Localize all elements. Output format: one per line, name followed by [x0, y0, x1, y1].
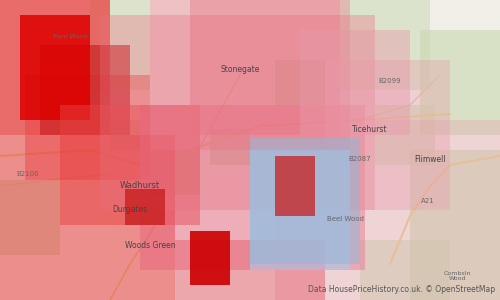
Bar: [175, 240, 325, 300]
Bar: [190, 0, 340, 135]
Text: Stonegate: Stonegate: [220, 64, 260, 74]
Bar: [140, 105, 365, 270]
Text: Data HousePriceHistory.co.uk. © OpenStreetMap: Data HousePriceHistory.co.uk. © OpenStre…: [308, 285, 495, 294]
Bar: [150, 0, 350, 150]
Text: Barn Wood: Barn Wood: [53, 34, 87, 38]
Text: B2099: B2099: [378, 78, 402, 84]
Bar: [360, 240, 450, 300]
Bar: [375, 105, 435, 165]
Bar: [110, 120, 140, 150]
Bar: [100, 15, 375, 210]
Bar: [0, 0, 110, 135]
Text: Durgates: Durgates: [112, 206, 148, 214]
Bar: [25, 75, 150, 180]
Bar: [190, 231, 230, 285]
Bar: [0, 180, 60, 255]
Text: A21: A21: [420, 198, 434, 204]
Text: Beel Wood: Beel Wood: [326, 216, 364, 222]
Bar: [275, 156, 315, 216]
Bar: [325, 60, 450, 210]
Bar: [340, 0, 430, 90]
Bar: [275, 60, 325, 105]
Text: Ticehurst: Ticehurst: [352, 124, 388, 134]
Bar: [210, 129, 250, 165]
Bar: [20, 15, 90, 120]
Bar: [420, 30, 500, 135]
Bar: [0, 135, 175, 300]
Text: B2100: B2100: [16, 171, 39, 177]
Bar: [275, 120, 500, 300]
Text: Flimwell: Flimwell: [414, 154, 446, 164]
Text: Combsln
Wood: Combsln Wood: [444, 271, 471, 281]
Bar: [300, 30, 410, 135]
Bar: [410, 150, 500, 300]
Bar: [250, 138, 360, 264]
Bar: [125, 189, 165, 225]
Text: Wadhurst: Wadhurst: [120, 182, 160, 190]
Bar: [90, 0, 150, 90]
Bar: [250, 150, 350, 270]
Bar: [40, 45, 130, 135]
Text: Woods Green: Woods Green: [124, 242, 176, 250]
Bar: [60, 105, 200, 225]
Text: B2087: B2087: [348, 156, 372, 162]
Bar: [150, 150, 200, 195]
